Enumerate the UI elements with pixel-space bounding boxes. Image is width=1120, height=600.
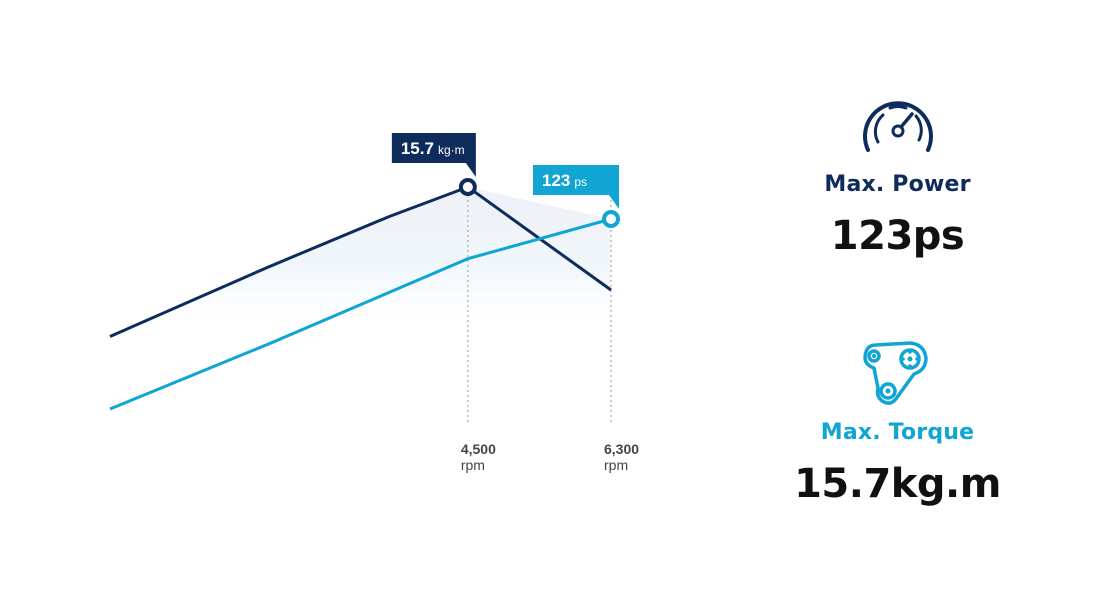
belt-pulley-icon xyxy=(862,341,928,405)
x-tick-label-4500: 4,500 xyxy=(461,441,496,457)
power-peak-marker xyxy=(602,210,620,228)
max-torque-spec: Max. Torque 15.7kg.m xyxy=(790,338,1005,507)
max-power-spec: Max. Power 123ps xyxy=(790,90,1005,259)
torque-peak-label: 15.7 kg·m xyxy=(401,139,465,158)
max-torque-label: Max. Torque xyxy=(820,420,975,445)
max-power-label: Max. Power xyxy=(824,172,971,197)
power-peak-label: 123 ps xyxy=(542,171,587,190)
torque-peak-marker xyxy=(458,178,477,196)
chart-fill-area xyxy=(110,187,611,337)
x-tick-label-6300: 6,300 xyxy=(604,441,639,457)
max-torque-value: 15.7kg.m xyxy=(794,461,1001,507)
x-tick-unit-6300: rpm xyxy=(604,457,628,473)
x-tick-unit-4500: rpm xyxy=(461,457,485,473)
speedometer-icon xyxy=(862,101,933,152)
torque-peak-callout: 15.7 kg·m xyxy=(391,133,476,177)
max-power-value: 123ps xyxy=(830,213,965,259)
torque-line xyxy=(109,185,612,338)
power-line xyxy=(109,217,612,411)
power-peak-callout: 123 ps xyxy=(533,165,619,209)
